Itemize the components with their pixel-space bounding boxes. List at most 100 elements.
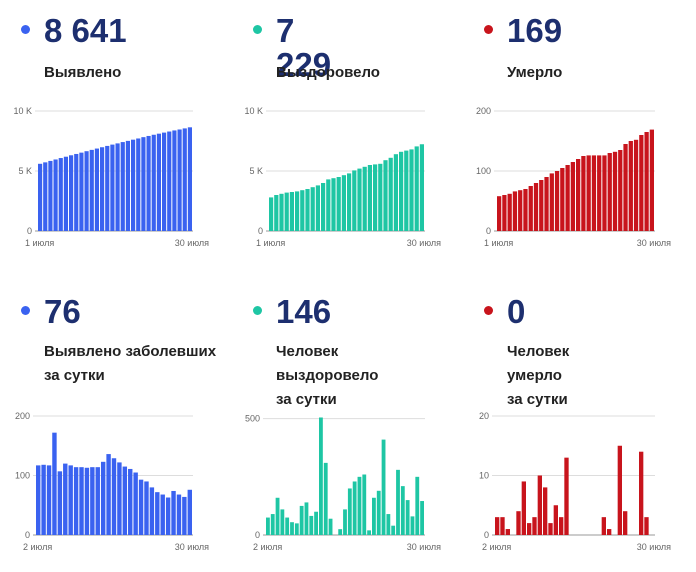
bar: [79, 152, 84, 231]
total-number: 169: [507, 12, 563, 49]
bar: [576, 159, 581, 231]
bar: [155, 492, 160, 535]
bar: [607, 153, 612, 231]
total-number: 76: [44, 293, 81, 330]
bar: [100, 461, 106, 535]
bar: [383, 160, 388, 231]
bar: [523, 189, 528, 231]
bar: [507, 193, 512, 231]
bar: [319, 417, 323, 535]
bar: [581, 156, 586, 231]
total-number: 8 641: [44, 12, 127, 49]
bar: [95, 467, 100, 535]
bar: [122, 466, 128, 535]
y-tick-label: 10: [479, 471, 489, 481]
bar: [400, 486, 405, 535]
bar: [305, 189, 310, 231]
bar: [570, 162, 575, 231]
bar: [391, 525, 396, 535]
bar: [176, 494, 182, 535]
bar: [328, 518, 333, 535]
bar: [516, 511, 521, 535]
bar: [111, 458, 117, 535]
y-tick-label: 0: [255, 530, 260, 540]
total-number: 146: [276, 293, 332, 330]
bar: [543, 487, 548, 535]
bar: [560, 168, 565, 231]
bar: [537, 475, 542, 535]
bar: [347, 488, 352, 535]
bar: [591, 155, 597, 231]
bar: [396, 469, 400, 535]
bar: [269, 197, 274, 231]
y-tick-label: 0: [27, 226, 32, 236]
bar: [275, 497, 280, 535]
bar: [138, 479, 144, 535]
bar: [341, 175, 346, 231]
bar: [331, 178, 336, 231]
bar: [304, 502, 309, 535]
bar: [405, 500, 410, 535]
bar: [52, 432, 57, 535]
total-number: 0: [507, 293, 526, 330]
bar: [187, 489, 192, 535]
bar: [100, 147, 105, 231]
panel-recovered-daily: 146 Человек выздоровело за сутки: [0, 0, 378, 408]
bar: [367, 530, 371, 535]
x-end-label: 30 июля: [407, 238, 441, 248]
bar: [36, 465, 41, 535]
bar: [43, 162, 48, 231]
bar: [300, 190, 305, 231]
bar: [373, 164, 378, 231]
bar: [527, 523, 532, 535]
bar: [289, 192, 294, 231]
panel-detected-daily: 76 Выявлено заболевших за сутки: [0, 0, 220, 384]
x-start-label: 2 июля: [23, 542, 52, 552]
panel-died: 169 Умерло: [0, 0, 562, 270]
bar: [151, 134, 156, 231]
bar: [172, 130, 177, 231]
bar: [309, 515, 314, 535]
bar: [559, 517, 564, 535]
bar: [544, 177, 549, 231]
bar: [274, 195, 279, 231]
bar: [386, 514, 391, 535]
metric-label: Выявлено заболевших за сутки: [44, 343, 217, 384]
bar: [612, 151, 618, 231]
bar: [156, 133, 161, 231]
bar: [167, 131, 172, 231]
legend-dot: [253, 25, 262, 34]
bar: [125, 140, 130, 231]
bar: [105, 145, 110, 231]
bar: [649, 129, 654, 231]
bar: [338, 529, 343, 535]
bar: [74, 153, 79, 231]
bar: [500, 517, 505, 535]
y-tick-label: 0: [25, 530, 30, 540]
bar: [357, 476, 362, 535]
total-number: 7 229: [276, 12, 332, 83]
bar: [270, 514, 275, 535]
bar: [521, 481, 526, 535]
x-start-label: 1 июля: [484, 238, 513, 248]
bar: [352, 481, 357, 535]
x-end-label: 30 июля: [637, 238, 671, 248]
bar: [299, 505, 304, 535]
bar: [310, 187, 315, 231]
bar: [315, 185, 320, 231]
x-start-label: 2 июля: [482, 542, 511, 552]
bar: [602, 155, 607, 231]
bar: [415, 476, 420, 535]
bar: [549, 173, 554, 231]
bar: [639, 451, 644, 535]
y-tick-label: 5 K: [249, 166, 263, 176]
bar: [623, 511, 628, 535]
bar: [84, 151, 89, 231]
y-tick-label: 0: [486, 226, 491, 236]
bar: [564, 457, 569, 535]
y-tick-label: 0: [484, 530, 489, 540]
bar: [617, 445, 622, 535]
bar: [57, 471, 63, 535]
